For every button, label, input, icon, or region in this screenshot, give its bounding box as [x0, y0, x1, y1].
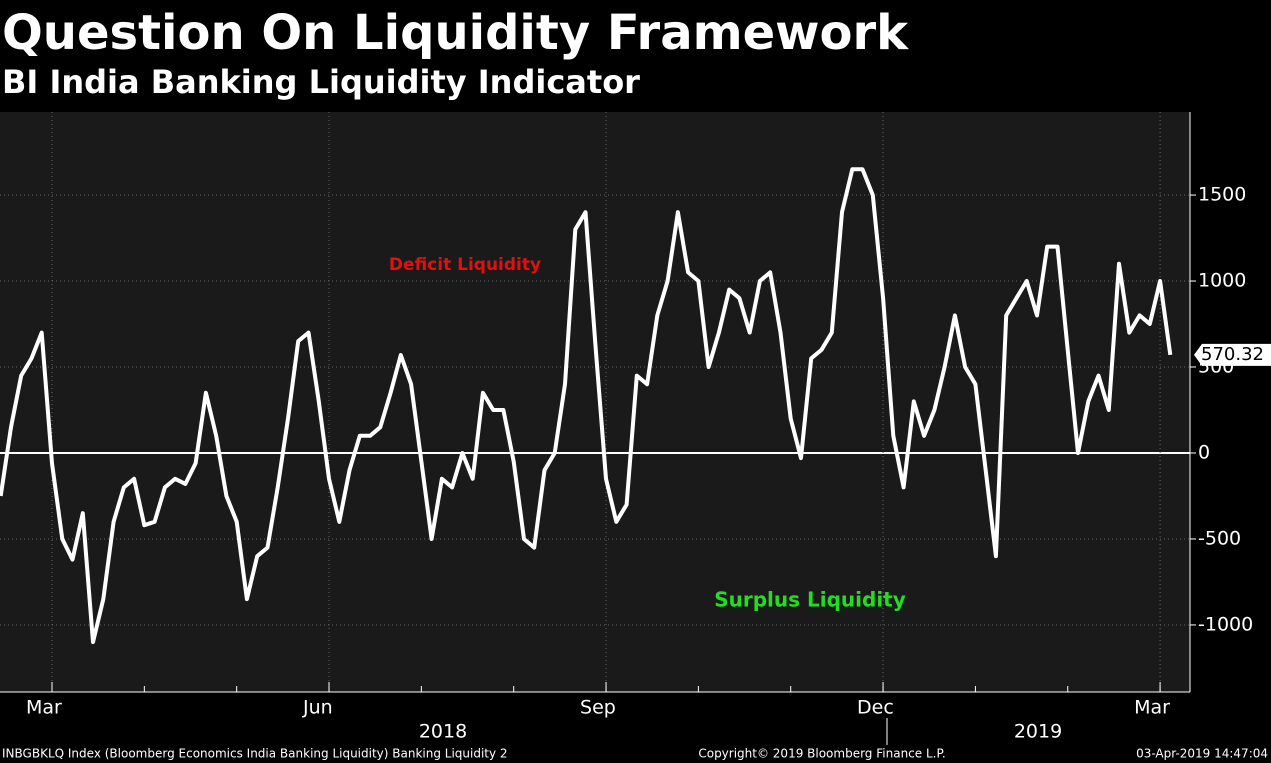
last-value-label: 570.32 — [1201, 344, 1264, 365]
annotation: Surplus Liquidity — [714, 588, 906, 612]
annotation: Deficit Liquidity — [389, 255, 541, 275]
y-tick-label: -500 — [1198, 527, 1241, 549]
footer-copyright: Copyright© 2019 Bloomberg Finance L.P. — [698, 747, 945, 761]
x-tick-label: Jun — [302, 697, 333, 719]
y-tick-label: 1500 — [1198, 184, 1246, 206]
y-tick-label: 0 — [1198, 441, 1210, 463]
y-tick-label: 1000 — [1198, 270, 1246, 292]
chart-subtitle: BI India Banking Liquidity Indicator — [2, 63, 640, 101]
footer-source: INBGBKLQ Index (Bloomberg Economics Indi… — [2, 747, 508, 761]
last-value-flag — [1194, 343, 1271, 366]
plot-area — [0, 112, 1190, 692]
x-tick-label: Mar — [1134, 697, 1170, 719]
y-tick-label: -1000 — [1198, 613, 1253, 635]
x-tick-label: Sep — [580, 697, 616, 719]
footer-timestamp: 03-Apr-2019 14:47:04 — [1136, 747, 1268, 761]
x-group-label: 2019 — [1014, 721, 1062, 743]
chart-title: Question On Liquidity Framework — [2, 5, 909, 61]
x-tick-label: Mar — [26, 697, 62, 719]
data-line — [0, 167, 1173, 645]
x-group-label: 2018 — [419, 721, 467, 743]
x-tick-label: Dec — [857, 697, 894, 719]
